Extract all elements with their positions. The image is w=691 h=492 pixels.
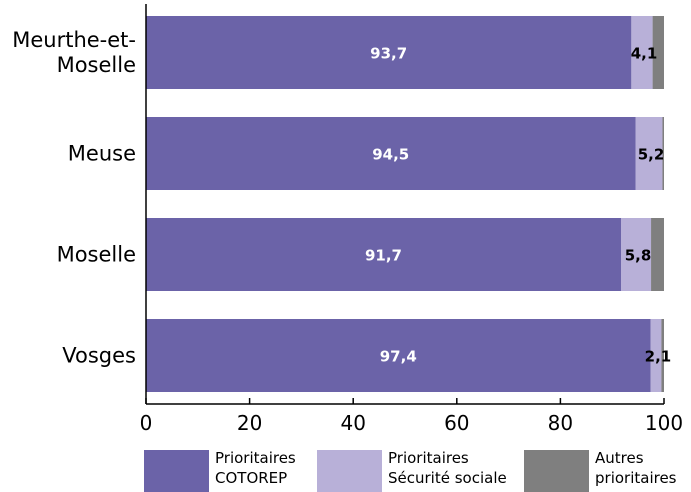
bar-meuse-series-1 [635, 117, 663, 190]
bar-vosges-series-0 [146, 319, 651, 392]
legend-label-cotorep: Prioritaires COTOREP [215, 449, 296, 487]
x-tick-label-20: 20 [237, 411, 262, 435]
bars-group [146, 16, 664, 392]
category-label-meurthe-et-moselle-line-1: Moselle [57, 53, 136, 77]
category-label-meurthe-et-moselle-line-0: Meurthe-et- [12, 28, 136, 52]
category-label-moselle: Moselle [57, 243, 136, 267]
legend-item-autres: Autres prioritaires [524, 449, 677, 492]
legend-swatch-autres [524, 450, 589, 492]
bar-vosges-series-2 [661, 319, 664, 392]
value-label-cotorep-vosges: 97,4 [380, 348, 417, 366]
legend: Prioritaires COTOREP Prioritaires Sécuri… [0, 444, 691, 492]
value-label-cotorep-meuse: 94,5 [372, 146, 409, 164]
x-tick-label-60: 60 [444, 411, 469, 435]
legend-label-autres: Autres prioritaires [595, 449, 677, 487]
value-label-secu-moselle: 5,8 [625, 247, 652, 265]
value-label-cotorep-moselle: 91,7 [365, 247, 402, 265]
stacked-bar-chart: 93,7 4,1 94,5 5,2 91,7 5,8 97,4 2,1 Meurthe-et-… [12, 4, 683, 435]
x-tick-label-100: 100 [645, 411, 683, 435]
value-labels-group: 93,7 4,1 94,5 5,2 91,7 5,8 97,4 2,1 [365, 45, 671, 366]
bar-moselle-series-1 [621, 218, 652, 291]
value-label-cotorep-meurthe-et-moselle: 93,7 [370, 45, 407, 63]
value-label-secu-vosges: 2,1 [645, 348, 672, 366]
bar-moselle-series-2 [651, 218, 664, 291]
value-label-secu-meuse: 5,2 [638, 146, 665, 164]
bar-meurthe-et-moselle-series-0 [146, 16, 632, 89]
bar-moselle-series-0 [146, 218, 622, 291]
legend-swatch-securite-sociale [317, 450, 382, 492]
category-label-vosges: Vosges [62, 344, 136, 368]
x-tick-label-80: 80 [548, 411, 573, 435]
bar-meuse-series-2 [662, 117, 664, 190]
legend-item-securite-sociale: Prioritaires Sécurité sociale [317, 449, 507, 492]
x-tick-label-0: 0 [140, 411, 153, 435]
category-label-meuse: Meuse [68, 142, 136, 166]
bar-meuse-series-0 [146, 117, 636, 190]
legend-label-securite-sociale: Prioritaires Sécurité sociale [388, 449, 507, 487]
legend-swatch-cotorep [144, 450, 209, 492]
bar-vosges-series-1 [650, 319, 662, 392]
axes-group: 0 20 40 60 80 100 [140, 4, 683, 435]
bar-meurthe-et-moselle-series-1 [631, 16, 653, 89]
x-tick-label-40: 40 [340, 411, 365, 435]
legend-item-cotorep: Prioritaires COTOREP [144, 449, 296, 492]
bar-meurthe-et-moselle-series-2 [652, 16, 664, 89]
value-label-secu-meurthe-et-moselle: 4,1 [631, 45, 658, 63]
